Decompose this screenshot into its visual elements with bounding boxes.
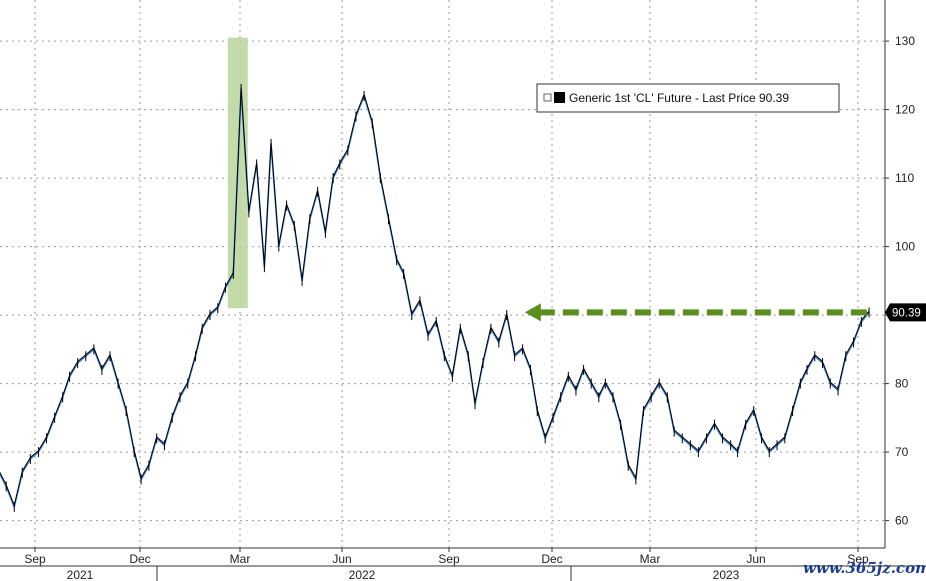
x-axis-labels: Sep Dec Mar Jun Sep Dec Mar Jun Sep 2021 2022 2023 xyxy=(24,548,869,581)
x-tick-label: Dec xyxy=(541,552,562,566)
y-tick-label: 120 xyxy=(895,103,915,117)
y-axis-labels: 60708090100110120130 xyxy=(885,34,915,528)
series-line-blue xyxy=(0,88,870,508)
last-price-badge xyxy=(885,303,926,322)
legend-swatch xyxy=(554,92,565,103)
last-price-marker: 90.39 xyxy=(885,303,926,322)
y-tick-label: 70 xyxy=(895,445,909,459)
legend-series-name: Generic 1st 'CL' Future - Last Price 90.… xyxy=(569,91,789,105)
last-price-label: 90.39 xyxy=(892,307,921,319)
legend-toggle-icon[interactable] xyxy=(543,93,552,102)
x-tick-label: Jun xyxy=(332,552,351,566)
x-tick-label: Sep xyxy=(438,552,460,566)
watermark: www.365jz.com xyxy=(803,559,926,577)
year-label: 2021 xyxy=(67,568,94,581)
x-tick-label: Sep xyxy=(24,552,46,566)
x-tick-label: Dec xyxy=(129,552,150,566)
y-tick-label: 60 xyxy=(895,514,909,528)
legend[interactable]: Generic 1st 'CL' Future - Last Price 90.… xyxy=(536,83,840,113)
y-tick-label: 100 xyxy=(895,240,915,254)
x-tick-label: Jun xyxy=(746,552,765,566)
y-tick-label: 80 xyxy=(895,377,909,391)
y-tick-label: 130 xyxy=(895,34,915,48)
legend-box xyxy=(536,83,840,113)
year-label: 2023 xyxy=(713,568,740,581)
x-tick-label: Mar xyxy=(230,552,251,566)
price-series xyxy=(0,84,870,512)
reference-arrowhead xyxy=(524,303,541,322)
gridlines xyxy=(0,0,885,548)
reference-arrow xyxy=(524,303,870,322)
year-label: 2022 xyxy=(349,568,376,581)
x-tick-label: Sep xyxy=(847,552,869,566)
series-line xyxy=(0,87,870,506)
y-tick-label: 110 xyxy=(895,171,914,185)
x-tick-label: Mar xyxy=(640,552,661,566)
